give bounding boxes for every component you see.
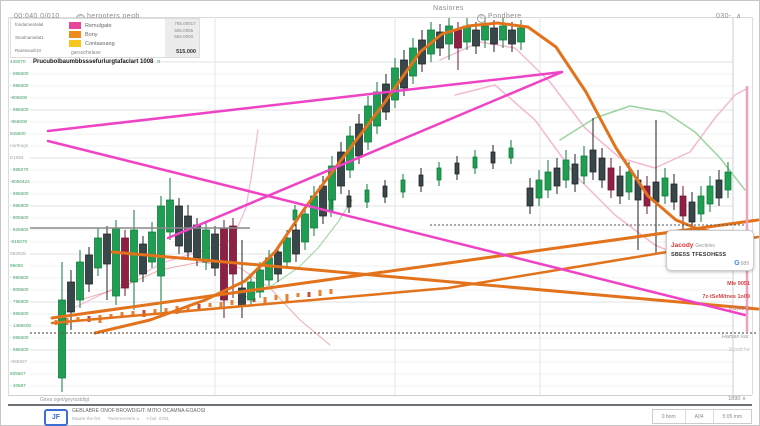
axis-label: 445070	[10, 59, 26, 65]
footer-button-group: 0 bom A04 5:05 mm	[651, 409, 752, 424]
chart-annotation: Stpolche	[728, 347, 750, 353]
legend-label: Contasoang	[85, 40, 115, 47]
chart-annotation: Haman kar.	[721, 334, 750, 340]
price-axis[interactable]: 445070 - 085600 - 985600 -905600 - 985600 -96…	[8, 55, 32, 395]
footer-button[interactable]: 0 bom	[661, 413, 676, 420]
chart-annotation: 8:0(09S)	[728, 306, 750, 312]
axis-label: -9050424	[10, 179, 30, 185]
news-source: Jacody	[671, 242, 694, 249]
panel-collapse-toggle[interactable]: 1890 ∧	[728, 396, 746, 402]
candles-right	[526, 118, 732, 255]
axis-label: - 1485600	[10, 323, 32, 329]
axis-label: northogs	[10, 143, 29, 149]
legend-main-value: 515.000	[176, 49, 196, 55]
footer-button[interactable]: 5:05 mm	[712, 410, 751, 423]
reference-lines	[30, 86, 757, 334]
copyright-icon: ©	[477, 14, 486, 23]
axis-label: -905600	[10, 95, 28, 101]
footer-divider	[8, 404, 752, 406]
header-bar: 00:040 0/010	[14, 5, 60, 23]
legend-indicator-name[interactable]: Raresoudr10	[15, 48, 42, 54]
legend-swatch	[69, 31, 81, 38]
news-meta-row: G989	[671, 260, 749, 267]
legend-indicator-name[interactable]: fondamentalal	[15, 22, 44, 28]
legend-row[interactable]: Remulgate	[69, 21, 165, 30]
header-collapse-toggle[interactable]: 030- ∧	[716, 5, 742, 23]
legend-label: Remulgate	[85, 22, 112, 29]
axis-label: 945600	[10, 131, 26, 137]
series-status-marker: n	[157, 59, 161, 65]
axis-label: - 085600	[10, 335, 29, 341]
footer-disclaimer-line1: GEBLABRE ONOF BROWDIGIT: MITIO OCAMNA-EO…	[72, 408, 206, 414]
header-exchange[interactable]: Nasiores	[433, 5, 464, 12]
legend-row[interactable]: Contasoang	[69, 39, 165, 48]
legend-value-panel: 765.00017 565.0055 550.0000 515.000	[165, 19, 199, 57]
news-headline: SBE5S TFESOHE5S	[671, 252, 727, 258]
chart-annotation: 7z-tSeM/tnes 1o09	[702, 294, 750, 300]
legend-name-column: fondamentalal Stoolnamelat1 Raresoudr10	[11, 19, 67, 57]
legend-footer-label[interactable]: garsochelase	[71, 50, 101, 56]
header-provider-label: Pondbere	[488, 13, 522, 20]
panel-right-border	[752, 17, 753, 395]
axis-label: - 990600	[10, 275, 29, 281]
series-title-text: Prucubolbaumbbsssefurlurgtafaclart 1008	[33, 59, 154, 65]
footer-button[interactable]: A04	[684, 410, 713, 423]
axis-label: - 985600	[10, 107, 29, 113]
axis-label: -915070	[10, 239, 28, 245]
legend-swatch	[69, 40, 81, 47]
axis-label: - 985600	[10, 191, 29, 197]
legend-swatch-column: Remulgate Bony Contasoang garsochelase	[67, 19, 165, 57]
candles-lower-band	[292, 140, 514, 226]
header-divider	[8, 17, 752, 18]
axis-label: - 985900	[10, 203, 29, 209]
news-callout: Jacody Gecleles SBE5S TFESOHE5S G989	[666, 230, 754, 271]
chart-bottom-border	[8, 395, 752, 396]
legend-swatch	[69, 22, 81, 29]
google-icon[interactable]: G	[734, 260, 740, 267]
legend-value: 765.00017	[174, 21, 196, 27]
chart-status-text: Girea oget/geyrustdigt	[40, 397, 90, 403]
news-meta-text: 989	[740, 261, 749, 267]
news-source-suffix: Gecleles	[695, 243, 715, 249]
legend-value: 550.0000	[174, 34, 194, 40]
chevron-up-icon: ∧	[736, 13, 742, 20]
axis-label: - 985600	[10, 311, 29, 317]
series-title[interactable]: Prucubolbaumbbsssefurlurgtafaclart 1008 n	[33, 59, 160, 65]
panel-collapse-label: 1890	[728, 396, 741, 402]
axis-label: E1054	[10, 155, 24, 161]
axis-label: - 085600	[10, 71, 29, 77]
chart-annotation: Mle 9051	[727, 281, 750, 287]
axis-label: - 909600	[10, 287, 29, 293]
footer-logo[interactable]: JF	[44, 409, 68, 426]
legend-indicator-name[interactable]: Stoolnamelat1	[15, 35, 44, 41]
axis-label: 605607	[10, 371, 26, 377]
axis-label: - 985600	[10, 83, 29, 89]
indicator-legend: fondamentalal Stoolnamelat1 Raresoudr10 Re…	[10, 18, 200, 58]
axis-label: - 905600	[10, 215, 29, 221]
news-callout-title: Jacody Gecleles	[671, 234, 749, 252]
panel-left-border	[8, 17, 9, 395]
axis-label: - 585600	[10, 347, 29, 353]
trend-lines	[46, 21, 760, 335]
axis-label: 96000	[10, 263, 24, 269]
axis-label: - 985070	[10, 167, 29, 173]
gridlines	[30, 17, 734, 395]
axis-label: -095927	[10, 359, 28, 365]
axis-label: 092025.	[10, 251, 27, 257]
axis-label: - 40697	[10, 383, 26, 389]
header-right-label: 030-	[716, 13, 732, 20]
header-provider-badge[interactable]: © Pondbere	[477, 5, 522, 23]
header-symbol-label: herooters oegb	[87, 13, 140, 20]
legend-label: Bony	[85, 31, 98, 38]
legend-value: 565.0055	[174, 27, 194, 34]
axis-label: -965600	[10, 119, 28, 125]
footer-disclaimer-line2: Mware the fint Twenreereem u A bot 6751	[72, 416, 169, 422]
axis-label: - 796900	[10, 299, 29, 305]
header-time: 00:040 0/010	[14, 13, 60, 20]
chevron-up-icon: ∧	[741, 396, 746, 402]
legend-row[interactable]: Bony	[69, 30, 165, 39]
axis-label: - 925600	[10, 227, 29, 233]
